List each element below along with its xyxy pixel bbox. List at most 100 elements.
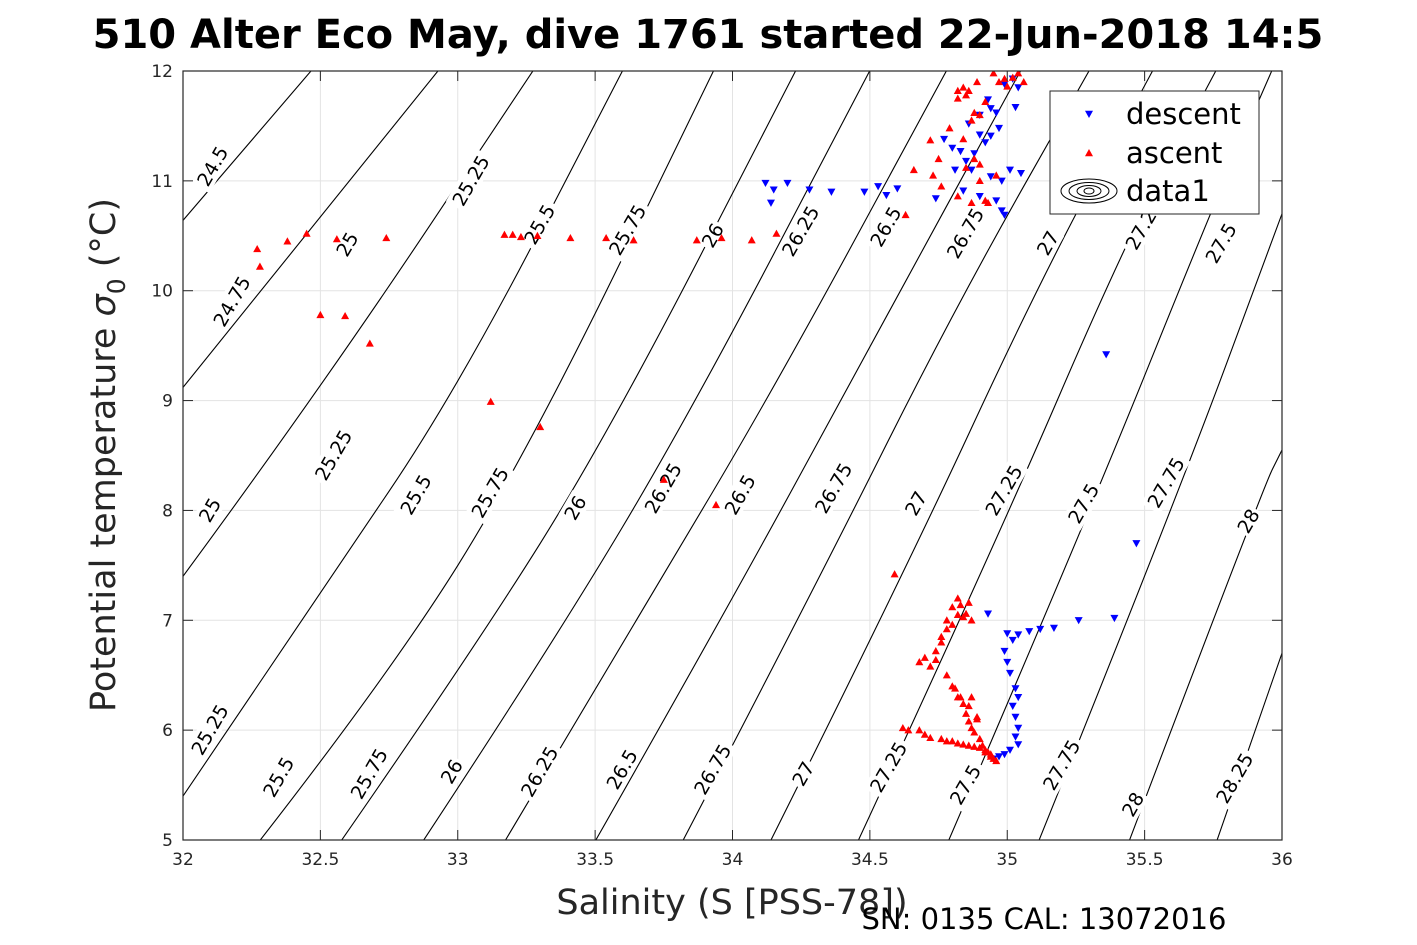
descent-point — [1005, 746, 1014, 754]
ascent-point — [967, 723, 976, 732]
descent-point — [1025, 628, 1034, 636]
descent-point — [948, 144, 957, 152]
ascent-point — [926, 733, 935, 742]
ascent-point — [953, 594, 962, 602]
descent-point — [1000, 80, 1009, 89]
descent-point — [1014, 631, 1023, 639]
x-tick-label: 35 — [996, 850, 1018, 870]
descent-point — [1005, 166, 1014, 174]
descent-point — [1016, 169, 1025, 178]
contour-line-25-5 — [259, 71, 715, 840]
ascent-point — [931, 655, 940, 664]
ascent-point — [992, 756, 1001, 765]
y-axis-label: Potential temperature σ0 (°C) — [84, 198, 131, 712]
ascent-point — [964, 717, 973, 725]
ascent-point — [942, 616, 951, 624]
ascent-point — [382, 233, 391, 242]
y-axis-label-text: Potential temperature — [84, 328, 124, 712]
x-tick-label: 34 — [722, 850, 744, 870]
legend-marker-ascent — [1085, 149, 1093, 157]
ascent-point — [959, 83, 968, 91]
descent-point — [1000, 751, 1009, 759]
y-tick-label: 7 — [162, 611, 173, 631]
ascent-point — [536, 422, 545, 431]
y-tick-label: 6 — [162, 721, 173, 741]
ascent-point — [995, 77, 1004, 86]
descent-point — [959, 187, 968, 195]
ascent-point — [937, 182, 946, 190]
ascent-point — [959, 612, 968, 621]
contour-label-background — [687, 737, 738, 802]
contour-line-25-75 — [341, 71, 797, 840]
descent-point — [940, 135, 949, 144]
descent-point — [1014, 84, 1023, 92]
ascent-point — [772, 229, 781, 237]
contour-label-background — [330, 226, 364, 262]
y-tick-label: 11 — [151, 172, 173, 192]
x-tick-label: 33.5 — [576, 850, 614, 870]
ascent-point — [967, 693, 976, 701]
contour-label-background — [638, 456, 688, 520]
ascent-point — [948, 603, 957, 611]
legend-label-descent: descent — [1126, 97, 1241, 131]
ascent-point — [964, 598, 973, 606]
ascent-point — [901, 210, 910, 219]
contour-label-background — [602, 197, 653, 262]
descent-point — [995, 124, 1004, 133]
ascent-point — [1000, 74, 1009, 82]
descent-point — [1000, 211, 1009, 219]
ascent-point — [516, 232, 525, 241]
ascent-point — [717, 233, 726, 242]
ascent-point — [953, 739, 962, 747]
axis-ticks: 32 32.5 33 33.5 34 34.5 35 35.5 36 5 6 7 8 9 10 11 12 — [151, 62, 1292, 870]
ascent-point — [1008, 73, 1017, 81]
ascent-point — [942, 671, 951, 679]
descent-point — [992, 197, 1001, 205]
ascent-point — [942, 625, 951, 633]
contour-label-background — [1036, 732, 1087, 797]
descent-point — [1011, 713, 1020, 721]
contour-line-24-75 — [183, 71, 439, 388]
legend-contour-icon — [1076, 185, 1102, 197]
contour-label-background — [465, 460, 515, 525]
y-axis-label-unit: (°C) — [84, 198, 124, 267]
contour-label-background — [943, 757, 988, 812]
legend-box — [1049, 90, 1260, 215]
descent-point — [761, 179, 770, 188]
ascent-point — [967, 116, 976, 124]
descent-point — [986, 132, 995, 140]
descent-point — [827, 188, 836, 196]
contour-label-background — [940, 201, 990, 266]
contour-label-background — [899, 485, 933, 521]
descent-point — [882, 191, 891, 200]
ascent-point — [975, 160, 984, 168]
legend: descent ascent data1 — [1049, 90, 1260, 215]
x-tick-label: 35.5 — [1126, 850, 1164, 870]
ascent-point — [956, 693, 965, 701]
ascent-point — [602, 233, 611, 242]
y-tick-label: 12 — [151, 62, 173, 82]
ascent-point — [659, 475, 668, 483]
contour-label-background — [717, 467, 762, 522]
ascent-point — [255, 262, 264, 270]
descent-point — [1008, 636, 1017, 645]
descent-point — [1110, 614, 1119, 623]
ascent-point — [898, 723, 907, 732]
ascent-point — [967, 616, 976, 624]
contour-label-background — [695, 217, 729, 253]
ascent-point — [937, 632, 946, 640]
ascent-point — [909, 165, 918, 174]
contour-line-28 — [1128, 449, 1282, 840]
descent-point — [984, 96, 993, 104]
ascent-point — [937, 638, 946, 646]
descent-point — [860, 188, 869, 196]
ascent-point — [964, 701, 973, 710]
contour-line-25 — [183, 71, 534, 577]
descent-point — [1014, 693, 1023, 702]
ascent-point — [962, 709, 971, 717]
ascent-point — [1019, 77, 1028, 86]
contour-label-background — [1209, 746, 1260, 810]
descent-point — [956, 147, 965, 156]
legend-contour-icon — [1060, 178, 1118, 204]
contour-label-background — [863, 735, 914, 799]
